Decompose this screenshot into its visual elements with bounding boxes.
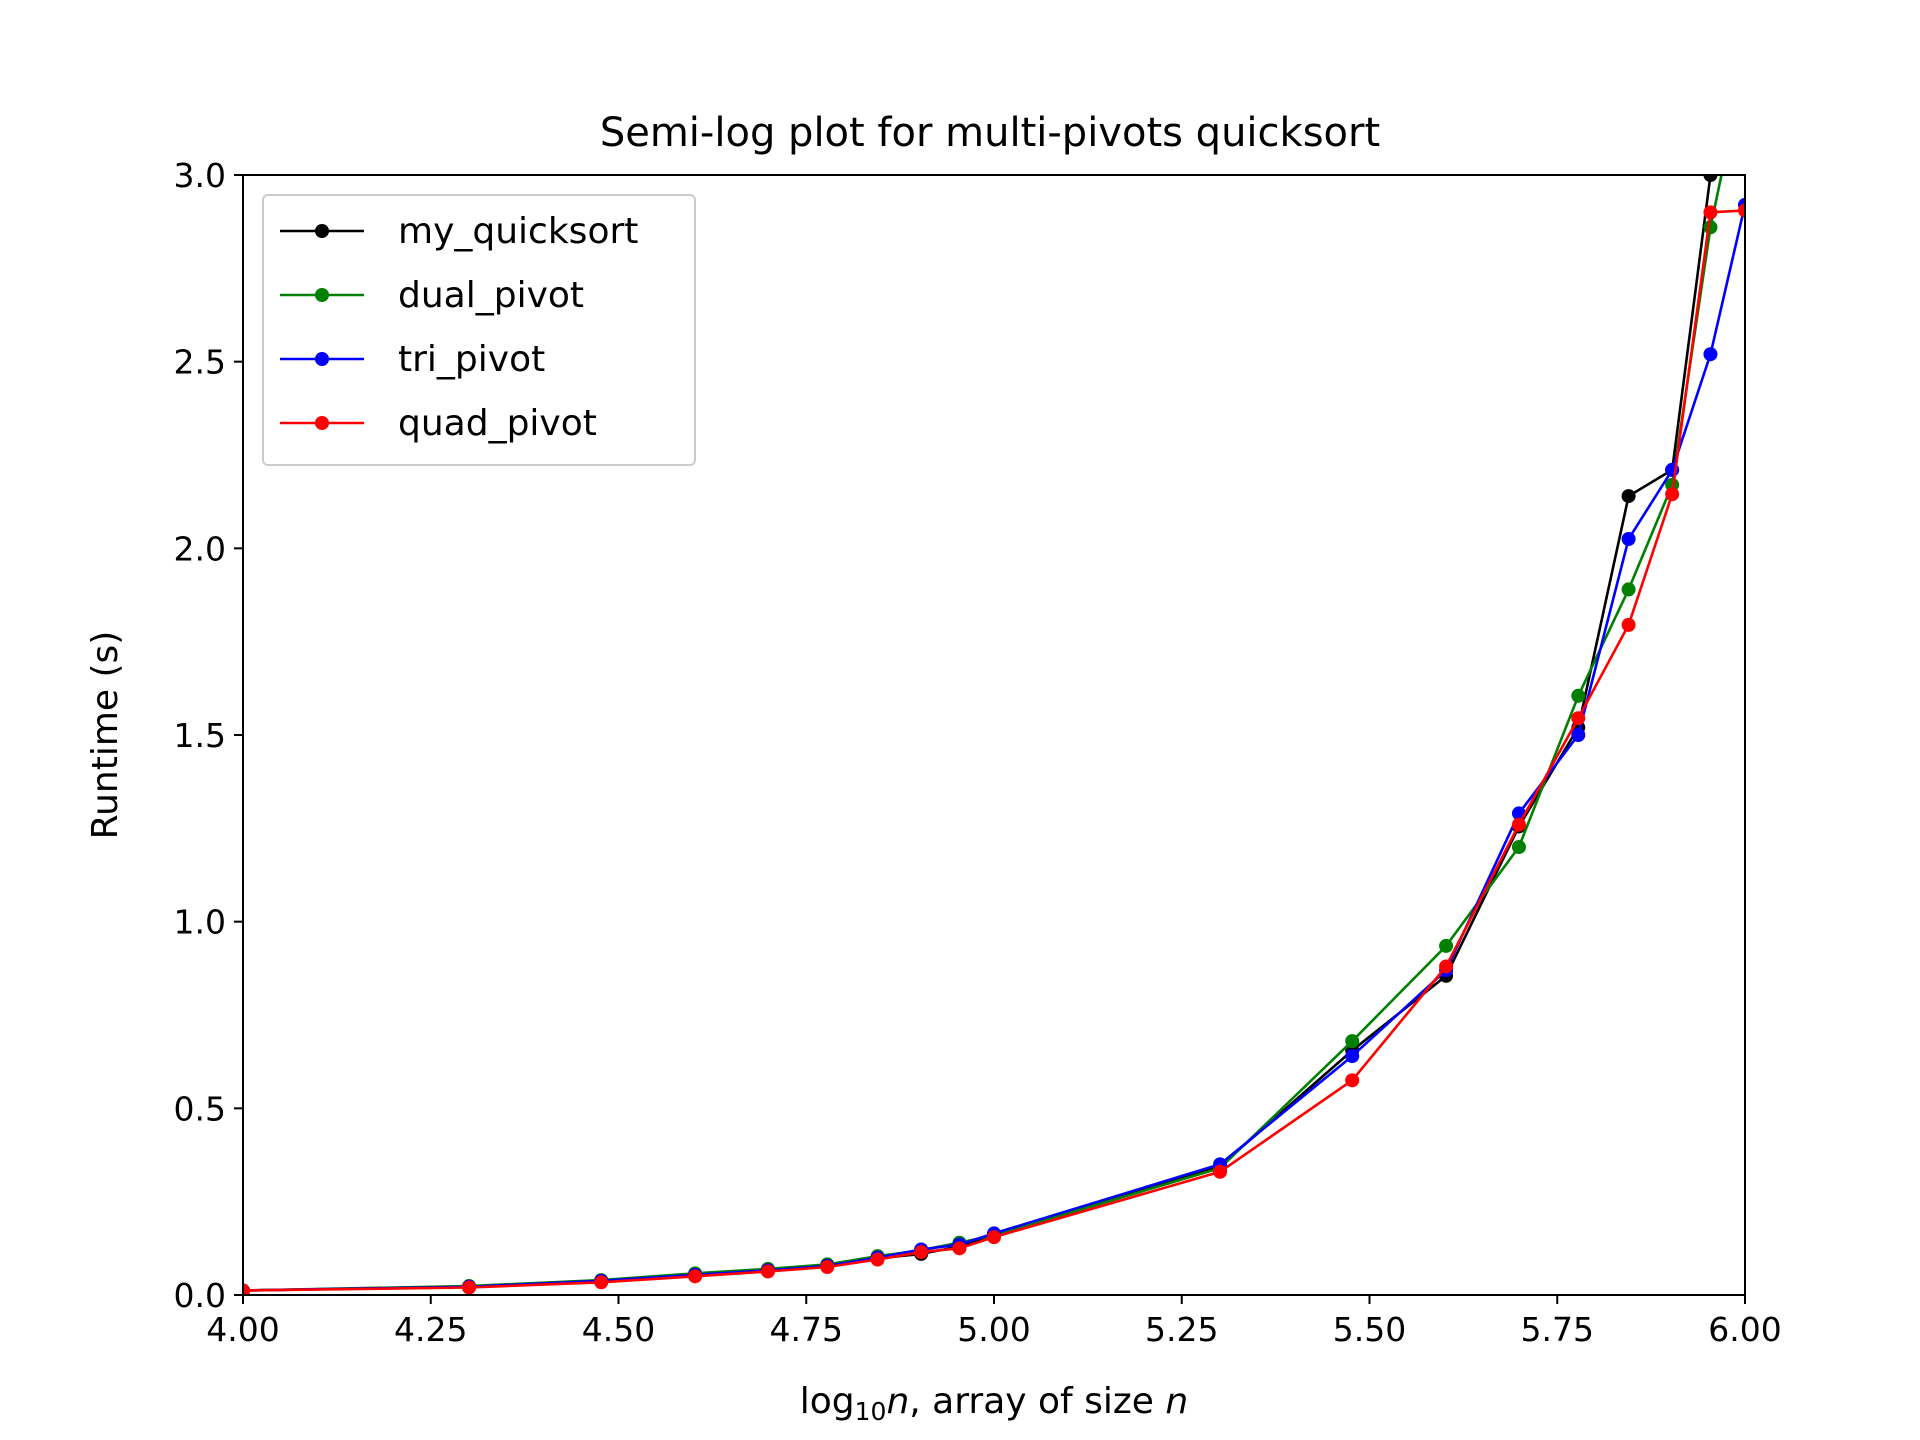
legend-marker-swatch (315, 352, 329, 366)
data-point-dual_pivot (1571, 688, 1586, 703)
x-tick-label: 4.75 (770, 1310, 843, 1349)
legend-label: my_quicksort (398, 211, 638, 252)
data-point-quad_pivot (1738, 203, 1745, 218)
data-point-quad_pivot (1439, 959, 1454, 974)
data-point-quad_pivot (1703, 205, 1718, 220)
chart-title: Semi-log plot for multi-pivots quicksort (600, 110, 1380, 156)
legend-item-my_quicksort: my_quicksort (280, 211, 638, 252)
data-point-quad_pivot (952, 1241, 967, 1256)
legend-marker-swatch (315, 416, 329, 430)
y-tick-label: 2.5 (174, 343, 226, 382)
data-point-dual_pivot (1703, 220, 1718, 235)
data-point-dual_pivot (1345, 1034, 1360, 1049)
y-tick-label: 3.0 (174, 156, 226, 195)
data-point-quad_pivot (760, 1264, 775, 1279)
legend-marker-swatch (315, 224, 329, 238)
y-tick-label: 0.0 (174, 1276, 226, 1315)
data-point-my_quicksort (1738, 93, 1752, 107)
y-tick-label: 1.0 (174, 903, 226, 942)
x-axis-label-suffix: , array of size (909, 1381, 1165, 1422)
data-point-quad_pivot (1571, 711, 1586, 726)
x-tick-label: 5.25 (1145, 1310, 1218, 1349)
x-tick-label: 5.00 (957, 1310, 1030, 1349)
data-point-dual_pivot (1738, 56, 1752, 70)
legend-label: dual_pivot (398, 275, 584, 316)
x-axis-ticks: 4.00 4.25 4.50 4.75 5.00 5.25 5.50 5.75 6.00 (206, 1295, 1782, 1349)
legend-label: tri_pivot (398, 339, 545, 380)
series-layer (243, 56, 1752, 1295)
data-point-quad_pivot (1213, 1164, 1228, 1179)
legend: my_quicksort dual_pivot tri_pivot quad_pivo… (262, 194, 696, 466)
data-point-quad_pivot (462, 1280, 477, 1295)
data-point-quad_pivot (594, 1275, 609, 1290)
x-tick-label: 4.50 (582, 1310, 655, 1349)
data-point-quad_pivot (987, 1230, 1001, 1245)
data-point-my_quicksort (1621, 489, 1636, 504)
y-tick-label: 1.5 (174, 716, 226, 755)
x-tick-label: 4.00 (206, 1310, 279, 1349)
data-point-tri_pivot (1621, 532, 1636, 546)
data-point-quad_pivot (688, 1269, 703, 1284)
data-point-quad_pivot (1511, 817, 1526, 832)
x-tick-label: 5.75 (1521, 1310, 1594, 1349)
data-point-quad_pivot (1665, 487, 1680, 502)
data-point-tri_pivot (1345, 1049, 1360, 1064)
legend-box (262, 194, 696, 466)
legend-label: quad_pivot (398, 403, 597, 444)
data-point-quad_pivot (1621, 617, 1636, 632)
x-axis-label-variable-2: n (1165, 1381, 1188, 1422)
data-point-dual_pivot (1439, 938, 1454, 953)
y-tick-label: 0.5 (174, 1089, 226, 1128)
x-axis-label-subscript: 10 (855, 1397, 887, 1426)
legend-item-tri_pivot: tri_pivot (280, 339, 545, 380)
data-point-dual_pivot (1621, 582, 1636, 597)
legend-item-dual_pivot: dual_pivot (280, 275, 584, 316)
legend-marker-swatch (315, 288, 329, 302)
data-point-tri_pivot (1703, 347, 1718, 362)
data-point-quad_pivot (1345, 1073, 1360, 1088)
x-axis-label-variable: n (886, 1381, 909, 1422)
series-quad_pivot (243, 203, 1745, 1295)
x-tick-label: 4.25 (394, 1310, 467, 1349)
x-tick-label: 6.00 (1708, 1310, 1781, 1349)
plot-frame (242, 174, 1746, 1296)
x-axis-label: log10n, array of size n (800, 1381, 1188, 1426)
data-point-my_quicksort (1703, 175, 1718, 182)
data-point-quad_pivot (243, 1283, 250, 1295)
data-point-quad_pivot (870, 1252, 885, 1267)
x-axis-label-prefix: log (800, 1381, 855, 1422)
y-axis-ticks: 0.0 0.5 1.0 1.5 2.0 2.5 3.0 (174, 156, 243, 1315)
x-tick-label: 5.50 (1333, 1310, 1406, 1349)
data-point-tri_pivot (1571, 728, 1586, 742)
legend-item-quad_pivot: quad_pivot (280, 403, 597, 444)
data-point-quad_pivot (820, 1260, 835, 1274)
y-axis-label: Runtime (s) (85, 631, 126, 840)
data-point-dual_pivot (1511, 840, 1526, 854)
data-point-quad_pivot (914, 1245, 929, 1260)
y-tick-label: 2.0 (174, 529, 226, 568)
